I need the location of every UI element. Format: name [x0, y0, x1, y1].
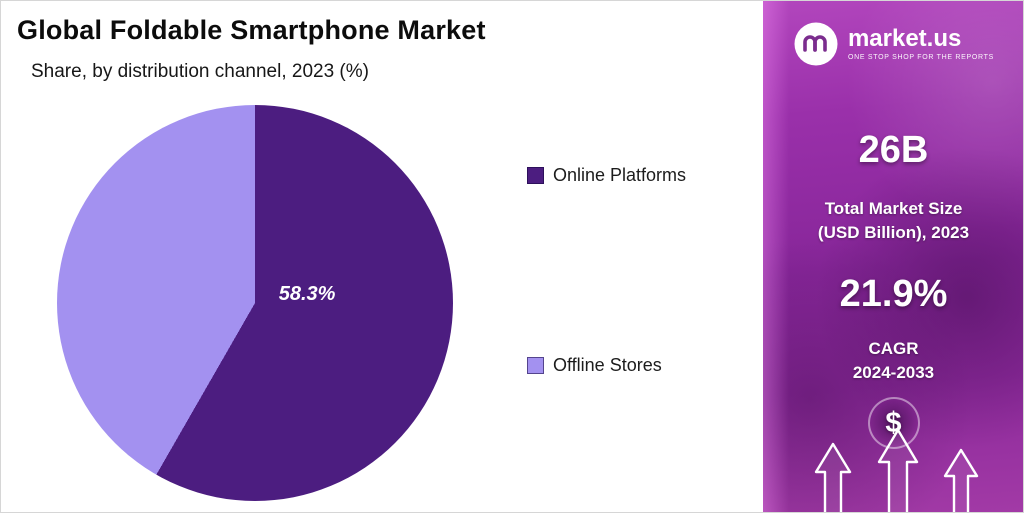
stat-cagr-label: CAGR 2024-2033 — [763, 337, 1023, 385]
pie-data-label: 58.3% — [278, 283, 336, 306]
legend-item-online-platforms: Online Platforms — [527, 165, 686, 186]
legend-label-offline: Offline Stores — [553, 355, 662, 375]
brand-tagline: ONE STOP SHOP FOR THE REPORTS — [847, 54, 995, 61]
legend-label-online: Online Platforms — [553, 165, 687, 185]
legend-swatch-offline — [527, 357, 544, 374]
marketus-logo-icon — [794, 22, 838, 66]
stat-market-size-label-line2: (USD Billion), 2023 — [817, 222, 970, 242]
brand-text: market.us ONE STOP SHOP FOR THE REPORTS — [847, 25, 995, 62]
stat-cagr-label-line2: 2024-2033 — [852, 362, 935, 382]
brand-row: market.us ONE STOP SHOP FOR THE REPORTS — [763, 21, 1023, 67]
dollar-icon: $ — [867, 397, 920, 449]
chart-title: Global Foldable Smartphone Market — [17, 15, 486, 45]
pie-chart: 58.3% — [57, 105, 453, 501]
brand-panel: market.us ONE STOP SHOP FOR THE REPORTS … — [763, 1, 1023, 512]
stat-market-size-value: 26B — [858, 129, 929, 171]
chart-subtitle: Share, by distribution channel, 2023 (%) — [31, 61, 369, 82]
stat-cagr-label-line1: CAGR — [868, 339, 919, 358]
stat-market-size-label-line1: Total Market Size — [824, 199, 963, 218]
legend-item-offline-stores: Offline Stores — [527, 355, 662, 376]
growth-arrows-icon — [814, 428, 979, 512]
legend-swatch-online — [527, 167, 544, 184]
brand-name: market.us — [847, 25, 962, 52]
stat-market-size-label: Total Market Size (USD Billion), 2023 — [763, 197, 1023, 245]
stat-cagr-value: 21.9% — [839, 273, 948, 315]
